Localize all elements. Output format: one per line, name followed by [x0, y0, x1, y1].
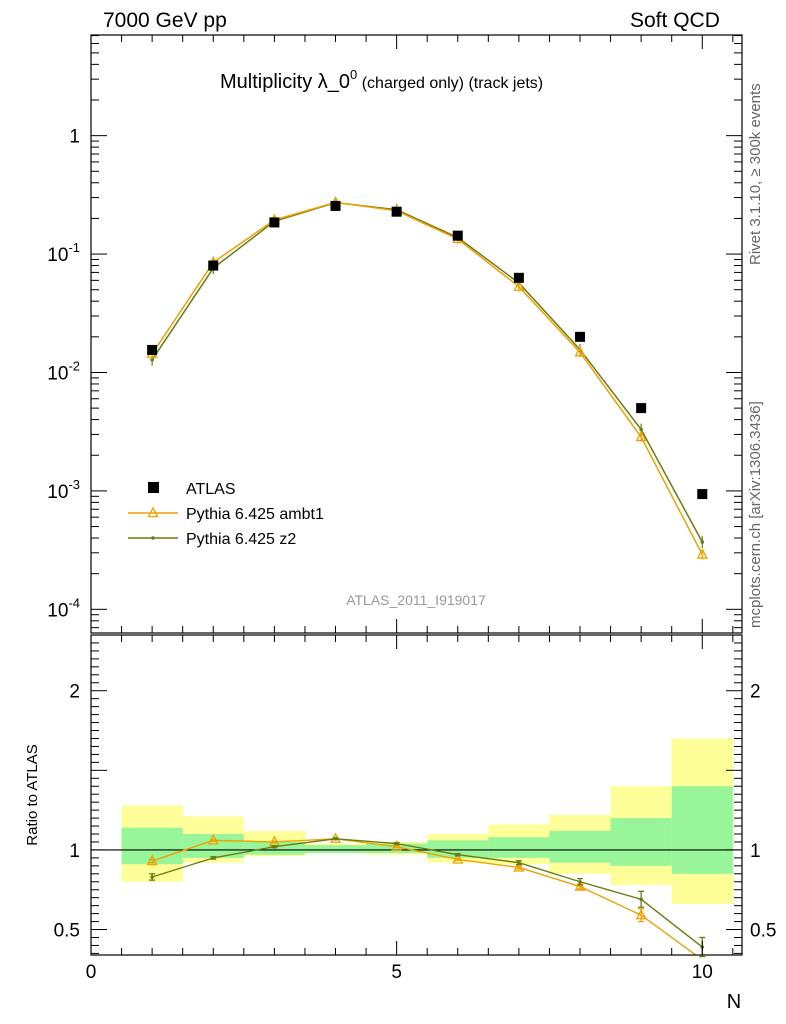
ratio-frame	[90, 634, 743, 956]
main-marker-ambt1	[574, 345, 586, 357]
main-marker-ambt1	[635, 430, 647, 442]
data-point-atlas	[513, 272, 524, 283]
ratio-y-tick-label-left: 0.5	[54, 921, 80, 942]
x-tick-label: 5	[391, 962, 402, 983]
y-tick-base: 10	[47, 245, 68, 266]
ratio-y-tick-label-right: 0.5	[750, 921, 776, 942]
data-point-atlas	[208, 260, 219, 271]
ratio-marker-ambt1	[574, 880, 586, 891]
band-inner	[121, 827, 183, 865]
ratio-marker-z2	[333, 836, 338, 841]
band-inner	[610, 818, 672, 866]
y-tick-base: 10	[47, 600, 68, 621]
y-tick-label: 10-3	[47, 477, 80, 503]
x-axis-label: N	[727, 991, 741, 1013]
main-marker-z2	[700, 540, 705, 544]
ratio-marker-z2	[455, 852, 460, 857]
x-tick-label: 10	[692, 962, 713, 983]
main-frame	[90, 34, 743, 634]
main-marker-ambt1	[513, 280, 525, 291]
ratio-marker-ambt1	[207, 833, 219, 845]
data-point-atlas	[147, 344, 158, 355]
band-inner	[427, 840, 489, 858]
legend-label-z2: Pythia 6.425 z2	[186, 531, 296, 548]
band-inner	[304, 845, 367, 854]
chart-title-sup: 0	[350, 67, 357, 82]
band-inner	[671, 786, 733, 874]
chart-title: Multiplicity λ_00 (charged only) (track …	[220, 67, 543, 93]
ratio-y-tick-label-left: 1	[69, 841, 80, 862]
data-point-atlas	[575, 331, 586, 342]
ratio-marker-z2	[639, 897, 643, 902]
ratio-marker-ambt1	[513, 861, 525, 872]
band-inner	[182, 834, 244, 858]
ratio-marker-z2	[517, 860, 521, 865]
ratio-marker-z2	[150, 875, 154, 879]
data-point-atlas	[269, 217, 280, 228]
main-marker-z2	[639, 427, 643, 432]
ratio-marker-z2	[211, 856, 216, 860]
chart-title-main: Multiplicity λ_0	[220, 71, 350, 93]
data-point-atlas	[391, 206, 402, 217]
y-tick-label: 10-1	[47, 240, 80, 266]
ratio-marker-ambt1	[452, 853, 464, 864]
data-point-atlas	[697, 489, 708, 500]
ratio-y-axis-label: Ratio to ATLAS	[24, 744, 41, 845]
chart-title-sub: (charged only) (track jets)	[357, 75, 543, 92]
band-inner	[366, 843, 428, 854]
y-tick-exponent: -4	[68, 595, 80, 610]
legend-marker-z2	[151, 536, 155, 540]
ratio-line-0	[151, 838, 697, 955]
y-tick-exponent: -1	[68, 240, 80, 255]
ratio-marker-z2	[578, 879, 582, 884]
data-point-atlas	[636, 403, 647, 414]
band-inner	[488, 837, 550, 858]
mcplots-label: mcplots.cern.ch [arXiv:1306.3436]	[747, 401, 764, 628]
ratio-y-tick-label-right: 1	[750, 841, 761, 862]
data-point-atlas	[452, 230, 463, 241]
ratio-y-tick-label-right: 2	[750, 682, 761, 703]
legend-label-atlas: ATLAS	[186, 481, 236, 498]
main-marker-z2	[150, 357, 154, 362]
legend-marker-ambt1	[147, 506, 159, 518]
y-tick-base: 10	[47, 363, 68, 384]
ratio-line-1	[151, 838, 703, 948]
analysis-label: ATLAS_2011_I919017	[346, 592, 486, 608]
y-tick-base: 10	[47, 482, 68, 503]
y-tick-exponent: -3	[68, 477, 80, 492]
main-line-z2	[151, 201, 703, 543]
ratio-marker-z2	[272, 844, 277, 849]
band-inner	[549, 830, 611, 863]
header-right: Soft QCD	[630, 9, 720, 32]
y-tick-label: 1	[69, 127, 80, 148]
y-tick-exponent: -2	[68, 358, 80, 373]
ratio-marker-ambt1	[635, 908, 647, 920]
y-tick-label: 10-2	[47, 358, 80, 384]
x-tick-label: 0	[86, 962, 97, 983]
ratio-y-tick-label-left: 2	[69, 682, 80, 703]
ratio-marker-z2	[394, 841, 399, 846]
main-line-ambt1	[151, 201, 703, 555]
ratio-marker-ambt1	[391, 840, 403, 851]
legend-marker-atlas	[148, 482, 159, 493]
rivet-label: Rivet 3.1.10, ≥ 300k events	[747, 83, 764, 265]
data-point-atlas	[330, 200, 341, 211]
y-tick-label: 10-4	[47, 595, 80, 621]
header-left: 7000 GeV pp	[103, 9, 227, 32]
main-marker-ambt1	[696, 548, 708, 559]
legend-label-ambt1: Pythia 6.425 ambt1	[186, 506, 324, 523]
ratio-marker-ambt1	[146, 854, 158, 866]
